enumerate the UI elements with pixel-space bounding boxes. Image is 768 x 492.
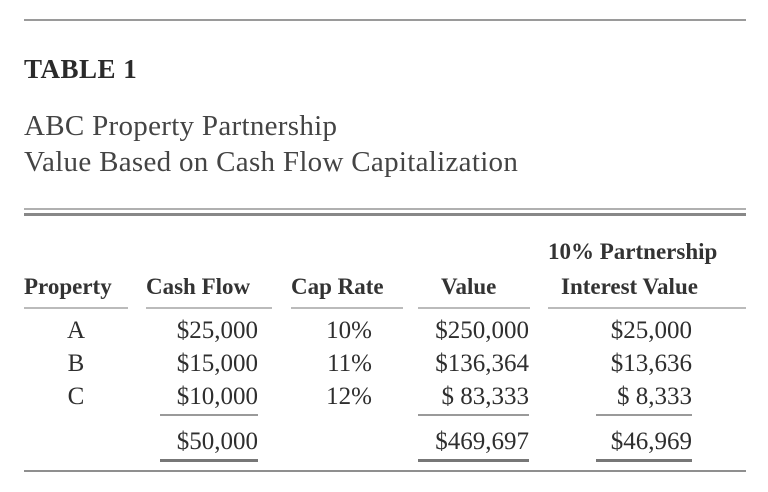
cell-interest: $25,000 [610,317,692,344]
header-rule-thin [24,208,746,210]
header-underline [24,307,128,309]
cell-cap-rate: 12% [326,383,372,410]
cell-property: B [67,350,85,377]
table-label: TABLE 1 [24,54,138,84]
cell-cash-flow: $15,000 [176,350,258,377]
header-interest-line2: Interest Value [561,274,698,299]
header-underline [548,307,746,309]
total-underline [596,459,692,462]
total-value: $469,697 [435,428,529,455]
subtotal-underline [596,414,692,416]
cell-value: $136,364 [435,350,529,377]
total-cash-flow: $50,000 [176,428,258,455]
header-property: Property [24,274,112,299]
header-underline [418,307,530,309]
header-underline [291,307,403,309]
cell-value: $ 83,333 [441,383,530,410]
cell-property: A [66,317,86,344]
cell-cap-rate: 11% [327,350,372,377]
total-underline [160,459,258,462]
cell-interest: $13,636 [610,350,692,377]
total-underline [418,459,529,462]
cell-value: $250,000 [435,317,529,344]
table-title-line1: ABC Property Partnership [24,110,338,142]
header-underline [146,307,272,309]
header-interest-line1: 10% Partnership [548,239,718,264]
total-interest: $46,969 [610,428,692,455]
header-value: Value [441,274,497,299]
cell-cash-flow: $25,000 [176,317,258,344]
cell-property: C [67,383,85,410]
cell-interest: $ 8,333 [617,383,692,410]
header-rule-thick [24,213,746,216]
cell-cash-flow: $10,000 [176,383,258,410]
header-cap-rate: Cap Rate [291,274,384,299]
bottom-rule [24,470,746,472]
subtotal-underline [160,414,258,416]
subtotal-underline [418,414,529,416]
cell-cap-rate: 10% [326,317,372,344]
top-rule [24,19,746,21]
header-cash-flow: Cash Flow [146,274,251,299]
table-title-line2: Value Based on Cash Flow Capitalization [24,146,519,178]
